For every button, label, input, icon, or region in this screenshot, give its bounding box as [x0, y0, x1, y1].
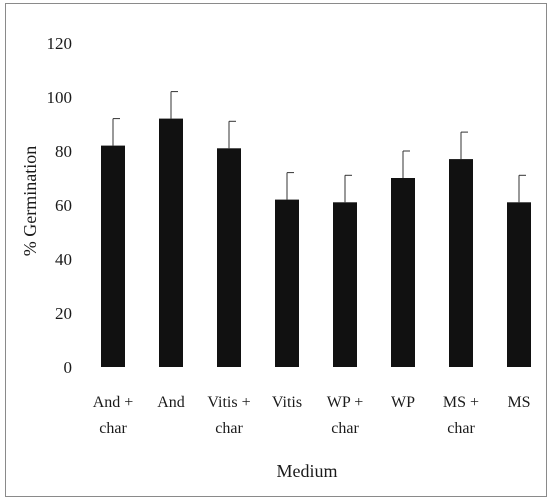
category-label-line: MS — [507, 394, 530, 411]
bar — [449, 159, 473, 367]
category-label-line: char — [99, 420, 127, 437]
y-axis-ticks: 0 20 40 60 80 100 120 — [47, 34, 73, 377]
error-bars-group — [112, 91, 526, 203]
x-axis-title: Medium — [277, 461, 338, 481]
y-tick-label: 120 — [47, 34, 73, 53]
category-label: Vitis — [272, 394, 302, 411]
category-label: And — [157, 394, 185, 411]
bars-group — [101, 118, 531, 367]
y-tick-label: 60 — [55, 196, 72, 215]
category-label: MS — [507, 394, 530, 411]
category-label: And + char — [93, 394, 134, 437]
y-tick-label: 100 — [47, 88, 73, 107]
category-label-line: WP + — [327, 394, 363, 411]
category-label: Vitis + char — [207, 394, 250, 437]
category-label: WP + char — [327, 394, 363, 437]
category-label-line: And — [157, 394, 185, 411]
category-label: MS + char — [443, 394, 479, 437]
y-tick-label: 40 — [55, 250, 72, 269]
category-label-line: char — [447, 420, 475, 437]
bar — [217, 148, 241, 367]
category-label-line: char — [331, 420, 359, 437]
y-tick-label: 20 — [55, 304, 72, 323]
category-label: WP — [391, 394, 415, 411]
y-tick-label: 80 — [55, 142, 72, 161]
x-axis-labels: And + char And Vitis + char Vitis WP + char WP MS… — [93, 394, 531, 437]
category-label-line: Vitis + — [207, 394, 250, 411]
bar — [275, 199, 299, 367]
category-label-line: char — [215, 420, 243, 437]
category-label-line: MS + — [443, 394, 479, 411]
bar — [391, 178, 415, 367]
bar — [159, 118, 183, 367]
category-label-line: Vitis — [272, 394, 302, 411]
category-label-line: WP — [391, 394, 415, 411]
bar — [101, 145, 125, 367]
category-label-line: And + — [93, 394, 134, 411]
y-axis-title: % Germination — [20, 146, 40, 256]
bar — [333, 202, 357, 367]
bar — [507, 202, 531, 367]
y-tick-label: 0 — [64, 358, 73, 377]
